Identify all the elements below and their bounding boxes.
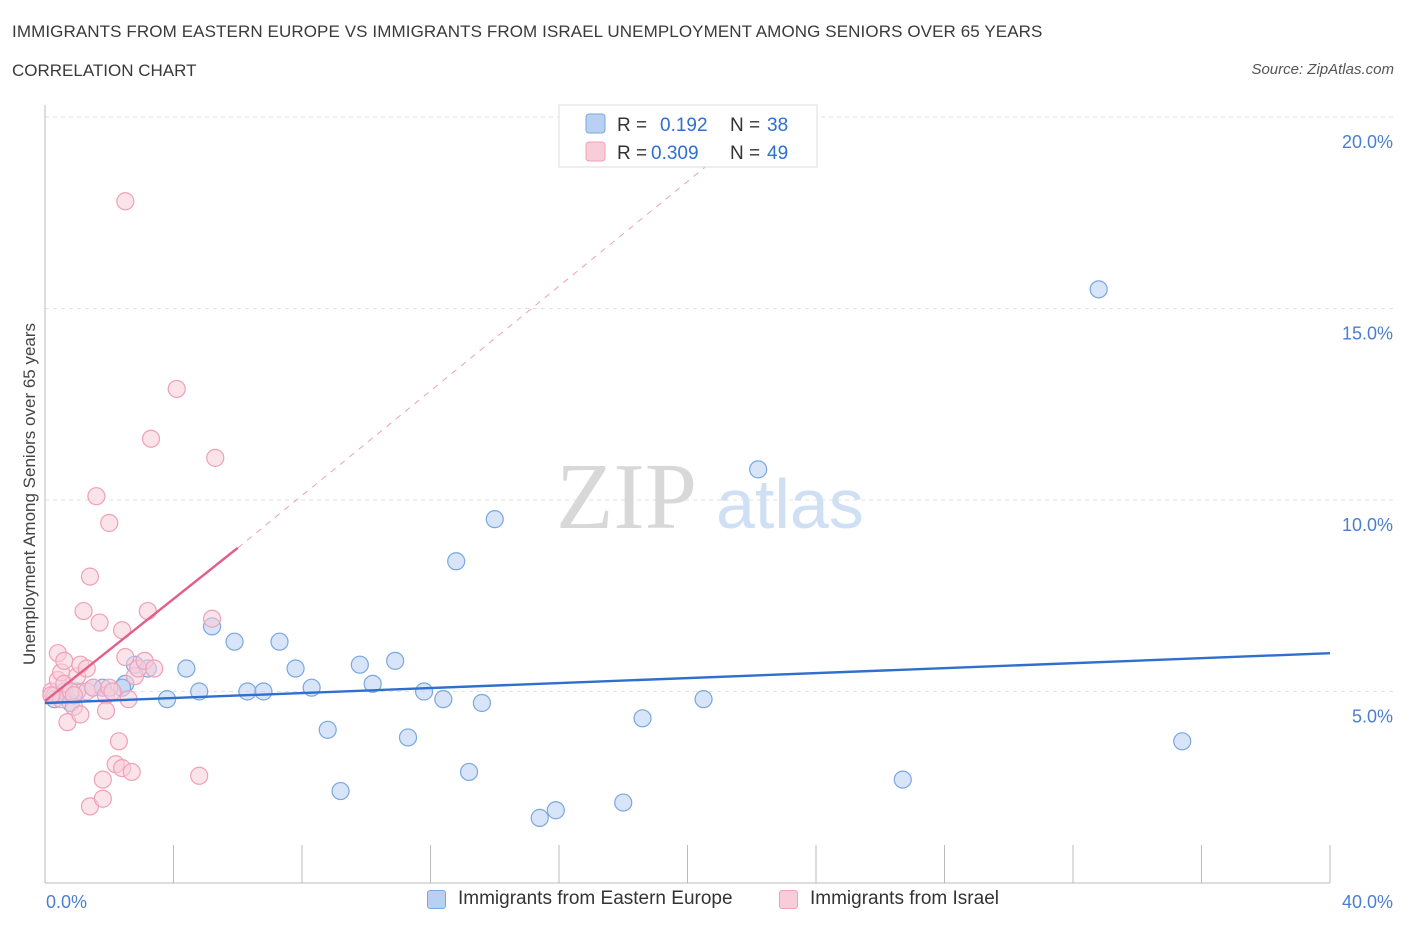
point-series1-33 <box>116 192 135 211</box>
x-ticks <box>173 845 1331 883</box>
point-series1-45 <box>202 609 222 628</box>
point-series0-29 <box>459 762 479 782</box>
data-points <box>42 192 1192 827</box>
point-series0-32 <box>530 808 549 827</box>
point-series0-31 <box>485 510 504 529</box>
point-series1-42 <box>145 659 164 678</box>
point-series0-39 <box>1089 280 1108 299</box>
point-series0-15 <box>238 682 257 701</box>
bottom-legend: Immigrants from Eastern Europe Immigrant… <box>0 888 1406 918</box>
legend-swatch-israel <box>585 141 606 162</box>
watermark-atlas: atlas <box>716 465 864 543</box>
legend-swatch-eastern-europe <box>585 113 606 134</box>
point-series0-21 <box>331 781 350 801</box>
legend-n-label-2: N = <box>730 143 760 164</box>
watermark: ZIP atlas <box>556 445 864 549</box>
point-series0-23 <box>363 674 382 693</box>
point-series0-22 <box>350 655 369 674</box>
point-series1-41 <box>141 429 161 448</box>
point-series0-25 <box>398 728 418 747</box>
point-series1-18 <box>80 567 100 586</box>
point-series0-27 <box>434 690 453 709</box>
trend-extension-series1 <box>237 154 720 549</box>
legend-r-label-1: R = <box>617 115 647 136</box>
point-series1-34 <box>116 647 135 667</box>
point-series1-6 <box>55 651 74 670</box>
point-series1-27 <box>100 513 119 533</box>
point-series1-25 <box>96 701 116 720</box>
point-series0-11 <box>177 659 196 678</box>
y-tick-labels: 5.0% 10.0% 15.0% 20.0% <box>1342 132 1393 727</box>
point-series0-16 <box>254 682 273 701</box>
point-series0-18 <box>286 659 305 678</box>
point-series0-37 <box>749 460 768 479</box>
point-series0-40 <box>1173 732 1192 751</box>
point-series0-20 <box>318 720 337 739</box>
point-series1-28 <box>103 682 122 701</box>
chart-subtitle: CORRELATION CHART <box>12 61 197 80</box>
watermark-zip: ZIP <box>556 445 697 549</box>
point-series0-28 <box>447 552 466 571</box>
bottom-legend-swatch-eastern-europe <box>427 889 446 909</box>
trend-line-series1 <box>44 546 239 703</box>
x-tick-labels: 0.0% 40.0% <box>46 892 1393 912</box>
point-series1-40 <box>138 601 157 621</box>
legend-r-value-2: 0.309 <box>651 143 699 164</box>
point-series1-21 <box>90 613 109 632</box>
point-series1-46 <box>206 448 225 467</box>
chart-source: Source: ZipAtlas.com <box>1251 61 1394 78</box>
point-series0-14 <box>225 632 244 651</box>
legend-n-value-1: 38 <box>767 115 788 136</box>
point-series0-24 <box>386 651 405 670</box>
x-tick-label-1: 40.0% <box>1342 892 1393 912</box>
point-series0-34 <box>614 793 633 812</box>
bottom-legend-label-eastern-europe: Immigrants from Eastern Europe <box>458 888 733 909</box>
trend-lines <box>44 154 1331 705</box>
point-series1-48 <box>64 686 84 705</box>
x-tick-label-0: 0.0% <box>46 892 87 912</box>
y-tick-label-2: 15.0% <box>1342 324 1393 344</box>
point-series0-33 <box>546 801 565 820</box>
y-tick-label-0: 5.0% <box>1352 707 1393 727</box>
point-series1-20 <box>87 487 106 506</box>
point-series1-43 <box>167 379 186 399</box>
bottom-legend-swatch-israel <box>779 889 798 909</box>
point-series0-26 <box>414 682 434 701</box>
legend-n-label-1: N = <box>730 115 760 136</box>
point-series0-35 <box>633 709 652 728</box>
chart-title: IMMIGRANTS FROM EASTERN EUROPE VS IMMIGR… <box>12 22 1043 41</box>
legend-r-label-2: R = <box>617 143 647 164</box>
y-axis-label: Unemployment Among Seniors over 65 years <box>20 323 39 665</box>
y-tick-label-1: 10.0% <box>1342 515 1393 535</box>
point-series1-14 <box>74 601 93 621</box>
point-series0-30 <box>472 693 491 713</box>
point-series1-36 <box>122 762 141 782</box>
point-series1-30 <box>109 732 128 751</box>
point-series1-23 <box>93 770 112 789</box>
point-series1-22 <box>93 789 112 808</box>
legend: R = 0.192 N = 38 R = 0.309 N = 49 <box>558 104 818 168</box>
legend-n-value-2: 49 <box>767 143 788 164</box>
point-series1-44 <box>190 766 209 785</box>
point-series0-36 <box>694 690 713 709</box>
bottom-legend-item-israel: Immigrants from Israel <box>779 888 999 910</box>
point-series0-17 <box>270 632 289 651</box>
trend-line-series0 <box>44 652 1331 705</box>
bottom-legend-item-eastern-europe: Immigrants from Eastern Europe <box>427 888 733 910</box>
bottom-legend-label-israel: Immigrants from Israel <box>810 888 999 909</box>
legend-r-value-1: 0.192 <box>660 115 708 136</box>
point-series1-12 <box>71 705 90 724</box>
y-tick-label-3: 20.0% <box>1342 132 1393 152</box>
gridlines <box>45 116 1395 692</box>
point-series0-38 <box>893 770 912 789</box>
